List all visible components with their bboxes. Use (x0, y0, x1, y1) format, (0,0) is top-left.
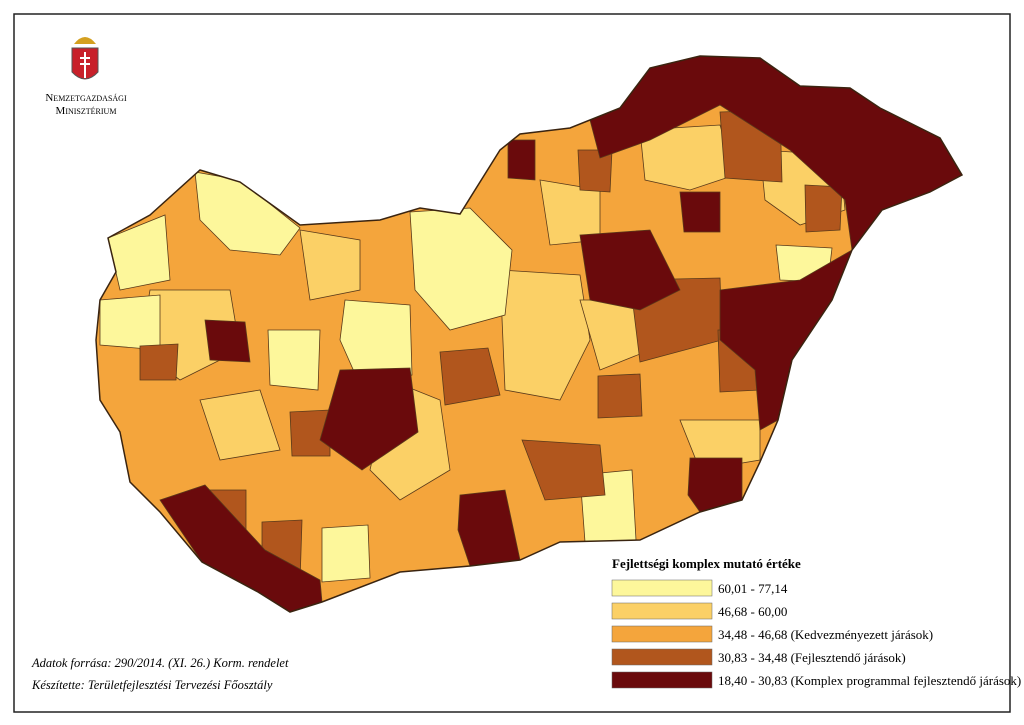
legend-label: 34,48 - 46,68 (Kedvezményezett járások) (718, 627, 933, 642)
district (139, 343, 179, 381)
district (597, 373, 643, 419)
legend-swatch (611, 671, 713, 689)
legend-swatch (611, 579, 713, 597)
district (267, 329, 321, 391)
cross (80, 52, 90, 78)
district (679, 191, 721, 233)
logo: Nemzetgazdasági Minisztérium (45, 37, 127, 117)
district (409, 207, 513, 331)
source-note: Adatok forrása: 290/2014. (XI. 26.) Korm… (31, 656, 289, 670)
crown (74, 37, 96, 44)
district (319, 367, 419, 471)
legend-label: 60,01 - 77,14 (718, 581, 788, 596)
district (639, 124, 736, 191)
logo-line2: Minisztérium (56, 105, 117, 117)
district (521, 439, 606, 501)
district (579, 229, 681, 311)
legend-swatch (611, 625, 713, 643)
legend-swatch (611, 648, 713, 666)
legend-label: 46,68 - 60,00 (718, 604, 787, 619)
district (321, 524, 371, 583)
district (577, 149, 613, 193)
district (299, 229, 361, 301)
district (204, 319, 251, 363)
district (507, 139, 536, 181)
author-note: Készítette: Területfejlesztési Tervezési… (31, 678, 273, 692)
legend: Fejlettségi komplex mutató értéke 60,01 … (611, 556, 1021, 689)
district (289, 409, 331, 457)
district (199, 389, 281, 461)
legend-swatch (611, 602, 713, 620)
legend-label: 30,83 - 34,48 (Fejlesztendő járások) (718, 650, 906, 665)
logo-line1: Nemzetgazdasági (45, 92, 127, 104)
legend-label: 18,40 - 30,83 (Komplex programmal fejles… (718, 673, 1021, 688)
district (439, 347, 501, 406)
district (679, 419, 761, 471)
district (99, 294, 161, 351)
district (499, 269, 591, 401)
legend-title: Fejlettségi komplex mutató értéke (612, 556, 801, 571)
